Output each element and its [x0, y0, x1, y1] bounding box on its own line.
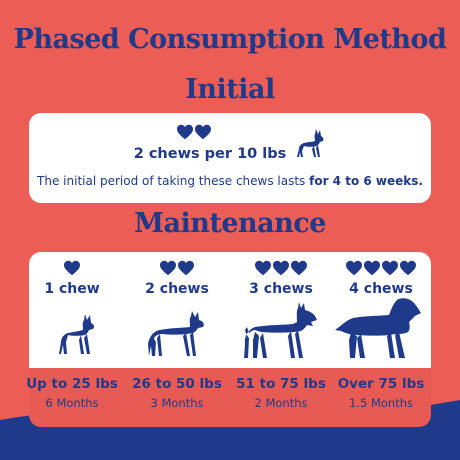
- column-4-hearts: [336, 260, 426, 276]
- heart-icon: [345, 260, 363, 276]
- page-title: Phased Consumption Method: [13, 24, 447, 55]
- small-terrier-icon: [58, 312, 98, 356]
- pit-bull-icon: [148, 308, 210, 358]
- column-2-months: 3 Months: [150, 396, 204, 410]
- column-2-weight: 26 to 50 lbs: [132, 376, 222, 392]
- column-3-months: 2 Months: [254, 396, 308, 410]
- initial-chews-label: 2 chews per 10 lbs: [133, 146, 287, 162]
- heart-icon: [63, 260, 81, 276]
- column-4-chews: 4 chews: [349, 281, 413, 297]
- heart-icon: [363, 260, 381, 276]
- boston-terrier-icon: [296, 127, 326, 159]
- heart-icon: [399, 260, 417, 276]
- maintenance-heading: Maintenance: [134, 208, 326, 239]
- column-1-chews: 1 chew: [44, 281, 100, 297]
- heart-icon: [290, 260, 308, 276]
- schnauzer-icon: [243, 300, 319, 360]
- maintenance-weights-band: [29, 368, 431, 427]
- heart-icon: [177, 260, 195, 276]
- initial-hearts: [176, 124, 212, 140]
- heart-icon: [272, 260, 290, 276]
- initial-description: The initial period of taking these chews…: [29, 174, 431, 188]
- heart-icon: [176, 124, 194, 140]
- initial-desc-duration: for 4 to 6 weeks.: [309, 174, 423, 188]
- column-3-hearts: [236, 260, 326, 276]
- spaniel-icon: [333, 296, 423, 362]
- column-2-chews: 2 chews: [145, 281, 209, 297]
- column-3-weight: 51 to 75 lbs: [236, 376, 326, 392]
- column-1-months: 6 Months: [45, 396, 99, 410]
- heart-icon: [254, 260, 272, 276]
- column-4-months: 1.5 Months: [349, 396, 413, 410]
- column-3-chews: 3 chews: [249, 281, 313, 297]
- column-1-weight: Up to 25 lbs: [26, 376, 118, 392]
- heart-icon: [159, 260, 177, 276]
- initial-heading: Initial: [185, 74, 275, 105]
- column-1-hearts: [27, 260, 117, 276]
- column-2-hearts: [132, 260, 222, 276]
- initial-desc-text: The initial period of taking these chews…: [37, 174, 310, 188]
- heart-icon: [194, 124, 212, 140]
- initial-card: [29, 113, 431, 203]
- column-4-weight: Over 75 lbs: [337, 376, 425, 392]
- heart-icon: [381, 260, 399, 276]
